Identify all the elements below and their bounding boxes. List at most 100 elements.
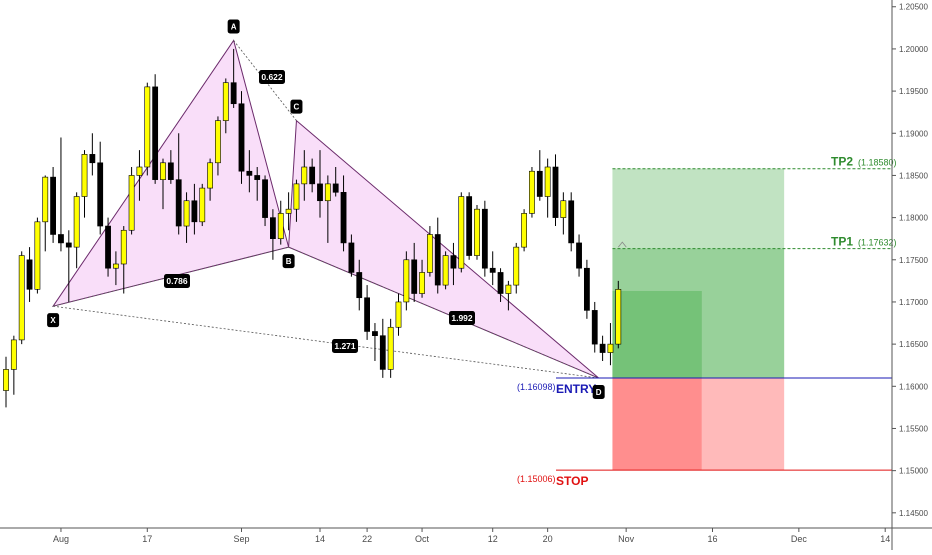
candle-body	[615, 289, 622, 345]
candle	[379, 318, 386, 378]
candle-body	[458, 196, 465, 269]
candle	[120, 226, 127, 294]
x-tick-label: Aug	[53, 534, 69, 544]
x-tick-label: 12	[488, 534, 498, 544]
candle	[152, 74, 159, 184]
level-tp1: TP1 (1.17632)	[612, 235, 897, 250]
filled-profit-zone	[612, 290, 702, 379]
candle-body	[379, 335, 386, 370]
candle-body	[58, 234, 64, 244]
candle	[50, 167, 56, 243]
x-tick-label: Sep	[233, 534, 249, 544]
point-label-a: A	[227, 19, 240, 34]
ratio-line-bd	[288, 246, 599, 379]
candle-body	[277, 213, 284, 239]
harmonic-pattern	[51, 39, 599, 379]
candle-body	[65, 242, 72, 248]
point-label-bg	[592, 385, 605, 400]
candle-body	[26, 259, 33, 290]
candle	[58, 137, 64, 252]
candle	[26, 247, 33, 302]
candle	[615, 280, 622, 349]
y-tick-label: 1.17000	[899, 298, 928, 307]
candle-body	[191, 200, 198, 223]
candle	[238, 91, 245, 184]
candle	[175, 133, 182, 235]
ratio-label-text: 0.622	[261, 72, 283, 82]
y-tick-label: 1.16000	[899, 382, 928, 391]
point-label-bg	[282, 254, 295, 269]
ratio-label: 1.271	[332, 339, 358, 353]
profit-zone	[612, 168, 785, 379]
y-tick-label: 1.19000	[899, 129, 928, 138]
y-tick-label: 1.18000	[899, 214, 928, 223]
candle	[529, 167, 535, 218]
point-label-c: C	[290, 99, 303, 114]
candle-body	[576, 242, 582, 269]
point-label-text: A	[231, 22, 237, 31]
candle	[89, 133, 96, 176]
candle	[474, 204, 480, 260]
candle	[42, 175, 49, 252]
point-label-bg	[227, 19, 240, 34]
level-stop: (1.15006) STOP	[517, 469, 892, 488]
candle-body	[105, 225, 111, 269]
candle	[576, 234, 582, 277]
candle	[317, 150, 323, 218]
candle-body	[364, 297, 370, 332]
candle-body	[372, 331, 378, 336]
candle-body	[18, 255, 25, 341]
candle	[521, 209, 527, 252]
candle-body	[50, 176, 56, 235]
candle-body	[34, 221, 41, 290]
candle-body	[395, 301, 402, 328]
candle-body	[474, 208, 480, 256]
candle	[254, 167, 261, 201]
candle-body	[199, 187, 206, 223]
candle-body	[419, 272, 425, 294]
level-entry: (1.16098) ENTRY	[517, 377, 892, 396]
candle	[426, 226, 433, 277]
ratio-label-text: 1.271	[334, 341, 356, 351]
candle-body	[340, 192, 347, 244]
ratio-line-ac	[233, 40, 297, 121]
cursor-icon	[617, 241, 627, 248]
y-tick-label: 1.20500	[899, 3, 928, 12]
y-tick-label: 1.20000	[899, 45, 928, 54]
candle	[372, 323, 378, 361]
candle-body	[568, 200, 575, 244]
point-label-text: D	[596, 388, 602, 397]
candle-body	[411, 259, 418, 294]
candle-body	[222, 82, 229, 121]
candle-body	[529, 170, 535, 214]
candle-body	[167, 162, 174, 180]
candle-body	[152, 86, 159, 180]
x-tick-label: 20	[543, 534, 553, 544]
candle	[293, 179, 300, 222]
candle	[222, 78, 229, 134]
candle	[81, 150, 88, 218]
candle-body	[560, 200, 567, 218]
y-tick-label: 1.16500	[899, 340, 928, 349]
candle	[191, 183, 198, 235]
ratio-label: 1.992	[449, 311, 475, 325]
candle	[332, 167, 339, 197]
candle-body	[466, 196, 473, 256]
candle-body	[332, 183, 339, 193]
candle-body	[97, 162, 104, 227]
candle-body	[285, 208, 292, 214]
price-levels: TP2 (1.18580)TP1 (1.17632)(1.16098) ENTRY(1…	[517, 155, 897, 488]
candle	[340, 175, 347, 252]
candle-body	[521, 213, 527, 248]
candle-body	[536, 170, 543, 197]
candle-body	[73, 196, 80, 248]
candle	[65, 230, 72, 302]
candle-body	[207, 162, 213, 189]
candle-body	[387, 326, 394, 370]
ratio-label: 0.786	[164, 274, 190, 288]
candle	[419, 259, 425, 298]
candle	[364, 285, 370, 340]
level-name: STOP	[556, 474, 588, 488]
